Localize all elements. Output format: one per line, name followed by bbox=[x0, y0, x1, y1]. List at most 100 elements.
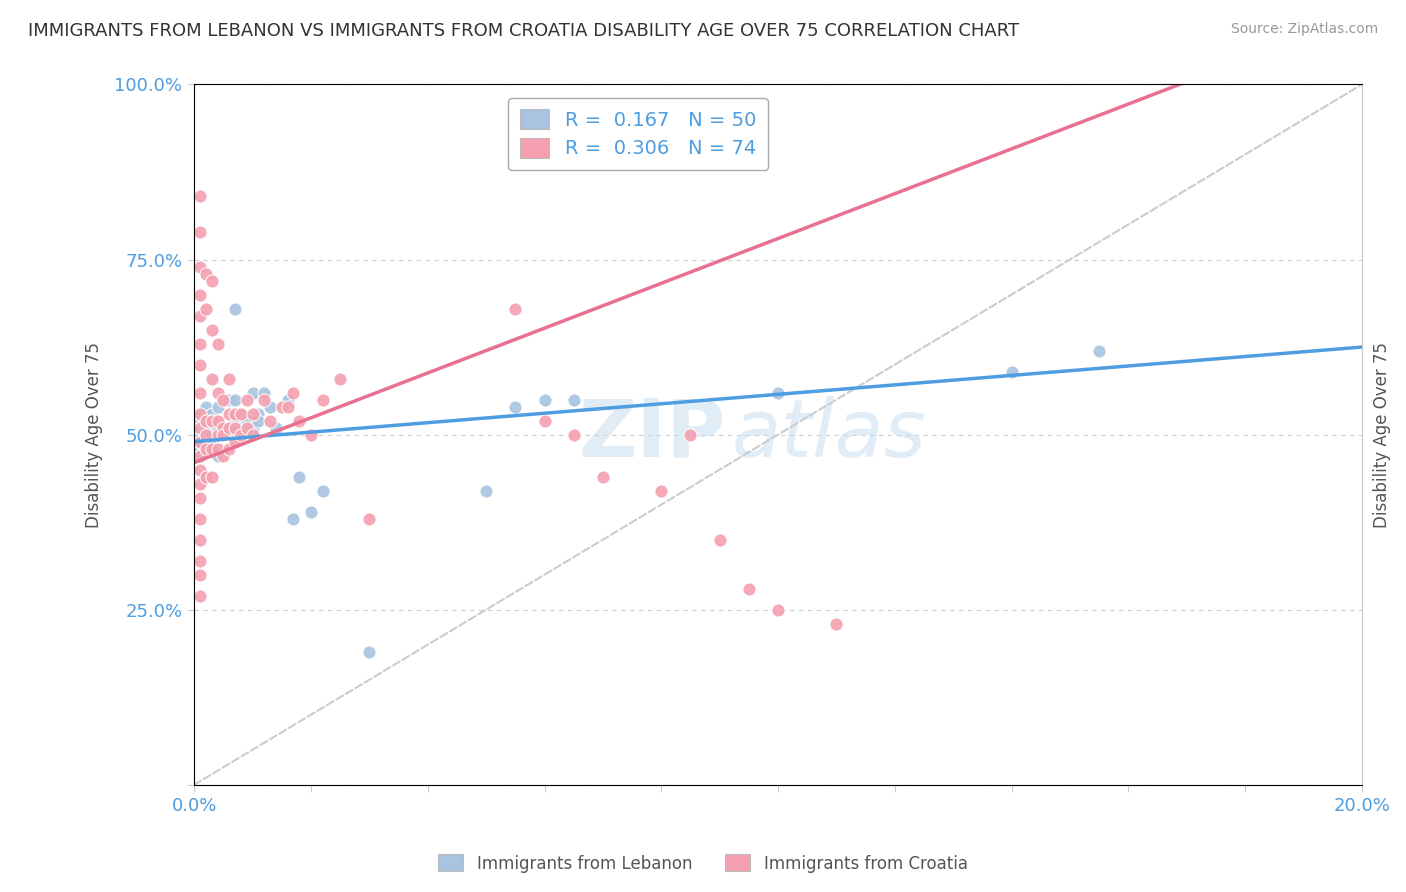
Point bbox=[311, 483, 333, 498]
Point bbox=[533, 414, 555, 428]
Point bbox=[277, 400, 299, 414]
Point bbox=[212, 420, 235, 434]
Y-axis label: Disability Age Over 75: Disability Age Over 75 bbox=[86, 342, 103, 527]
Point bbox=[207, 414, 229, 428]
Point bbox=[188, 554, 211, 568]
Point bbox=[188, 533, 211, 547]
Point bbox=[247, 414, 270, 428]
Point bbox=[194, 427, 217, 442]
Legend: Immigrants from Lebanon, Immigrants from Croatia: Immigrants from Lebanon, Immigrants from… bbox=[432, 847, 974, 880]
Point bbox=[188, 385, 211, 400]
Point bbox=[212, 392, 235, 407]
Point bbox=[475, 483, 498, 498]
Point bbox=[359, 511, 381, 525]
Point bbox=[229, 407, 252, 421]
Point bbox=[188, 189, 211, 203]
Point bbox=[562, 392, 585, 407]
Point bbox=[188, 358, 211, 372]
Point bbox=[592, 469, 614, 483]
Point bbox=[505, 301, 527, 316]
Point bbox=[224, 301, 246, 316]
Point bbox=[242, 420, 264, 434]
Point bbox=[224, 414, 246, 428]
Point bbox=[533, 392, 555, 407]
Point bbox=[207, 336, 229, 351]
Point bbox=[188, 414, 211, 428]
Point bbox=[709, 533, 731, 547]
Point bbox=[218, 442, 240, 456]
Point bbox=[299, 505, 322, 519]
Point bbox=[188, 260, 211, 274]
Point bbox=[201, 371, 224, 385]
Point bbox=[188, 287, 211, 301]
Point bbox=[194, 414, 217, 428]
Point bbox=[242, 407, 264, 421]
Point bbox=[311, 392, 333, 407]
Legend: R =  0.167   N = 50, R =  0.306   N = 74: R = 0.167 N = 50, R = 0.306 N = 74 bbox=[508, 97, 768, 169]
Point bbox=[247, 407, 270, 421]
Text: ZIP: ZIP bbox=[578, 395, 725, 474]
Text: atlas: atlas bbox=[731, 395, 927, 474]
Text: Source: ZipAtlas.com: Source: ZipAtlas.com bbox=[1230, 22, 1378, 37]
Point bbox=[188, 336, 211, 351]
Point bbox=[201, 414, 224, 428]
Point bbox=[194, 414, 217, 428]
Point bbox=[825, 616, 848, 631]
Text: IMMIGRANTS FROM LEBANON VS IMMIGRANTS FROM CROATIA DISABILITY AGE OVER 75 CORREL: IMMIGRANTS FROM LEBANON VS IMMIGRANTS FR… bbox=[28, 22, 1019, 40]
Point bbox=[188, 434, 211, 449]
Point bbox=[212, 420, 235, 434]
Point bbox=[188, 567, 211, 582]
Point bbox=[194, 267, 217, 281]
Point bbox=[218, 371, 240, 385]
Point bbox=[194, 420, 217, 434]
Point bbox=[253, 392, 276, 407]
Point bbox=[188, 589, 211, 603]
Point bbox=[236, 420, 259, 434]
Point bbox=[188, 407, 211, 421]
Point bbox=[201, 442, 224, 456]
Point bbox=[194, 442, 217, 456]
Point bbox=[229, 420, 252, 434]
Point bbox=[207, 442, 229, 456]
Point bbox=[218, 420, 240, 434]
Point bbox=[194, 301, 217, 316]
Point bbox=[201, 273, 224, 287]
Point bbox=[1088, 343, 1111, 358]
Point bbox=[188, 462, 211, 476]
Point bbox=[194, 427, 217, 442]
Point bbox=[224, 420, 246, 434]
Point bbox=[224, 407, 246, 421]
Point bbox=[218, 392, 240, 407]
Point bbox=[288, 414, 311, 428]
Point bbox=[259, 400, 281, 414]
Point bbox=[188, 511, 211, 525]
Point bbox=[188, 225, 211, 239]
Point bbox=[207, 449, 229, 463]
Point bbox=[194, 442, 217, 456]
Point bbox=[188, 434, 211, 449]
Point bbox=[242, 427, 264, 442]
Point bbox=[264, 420, 287, 434]
Point bbox=[505, 400, 527, 414]
Point bbox=[242, 385, 264, 400]
Point bbox=[188, 449, 211, 463]
Point bbox=[224, 434, 246, 449]
Point bbox=[188, 309, 211, 323]
Point bbox=[207, 385, 229, 400]
Point bbox=[201, 427, 224, 442]
Point bbox=[207, 427, 229, 442]
Point bbox=[194, 469, 217, 483]
Point bbox=[201, 322, 224, 336]
Point bbox=[188, 407, 211, 421]
Point bbox=[207, 400, 229, 414]
Point bbox=[283, 385, 305, 400]
Point bbox=[207, 427, 229, 442]
Point bbox=[188, 420, 211, 434]
Point bbox=[218, 420, 240, 434]
Point bbox=[738, 582, 761, 596]
Point bbox=[188, 449, 211, 463]
Point bbox=[283, 511, 305, 525]
Point bbox=[207, 420, 229, 434]
Point bbox=[188, 476, 211, 491]
Point bbox=[201, 414, 224, 428]
